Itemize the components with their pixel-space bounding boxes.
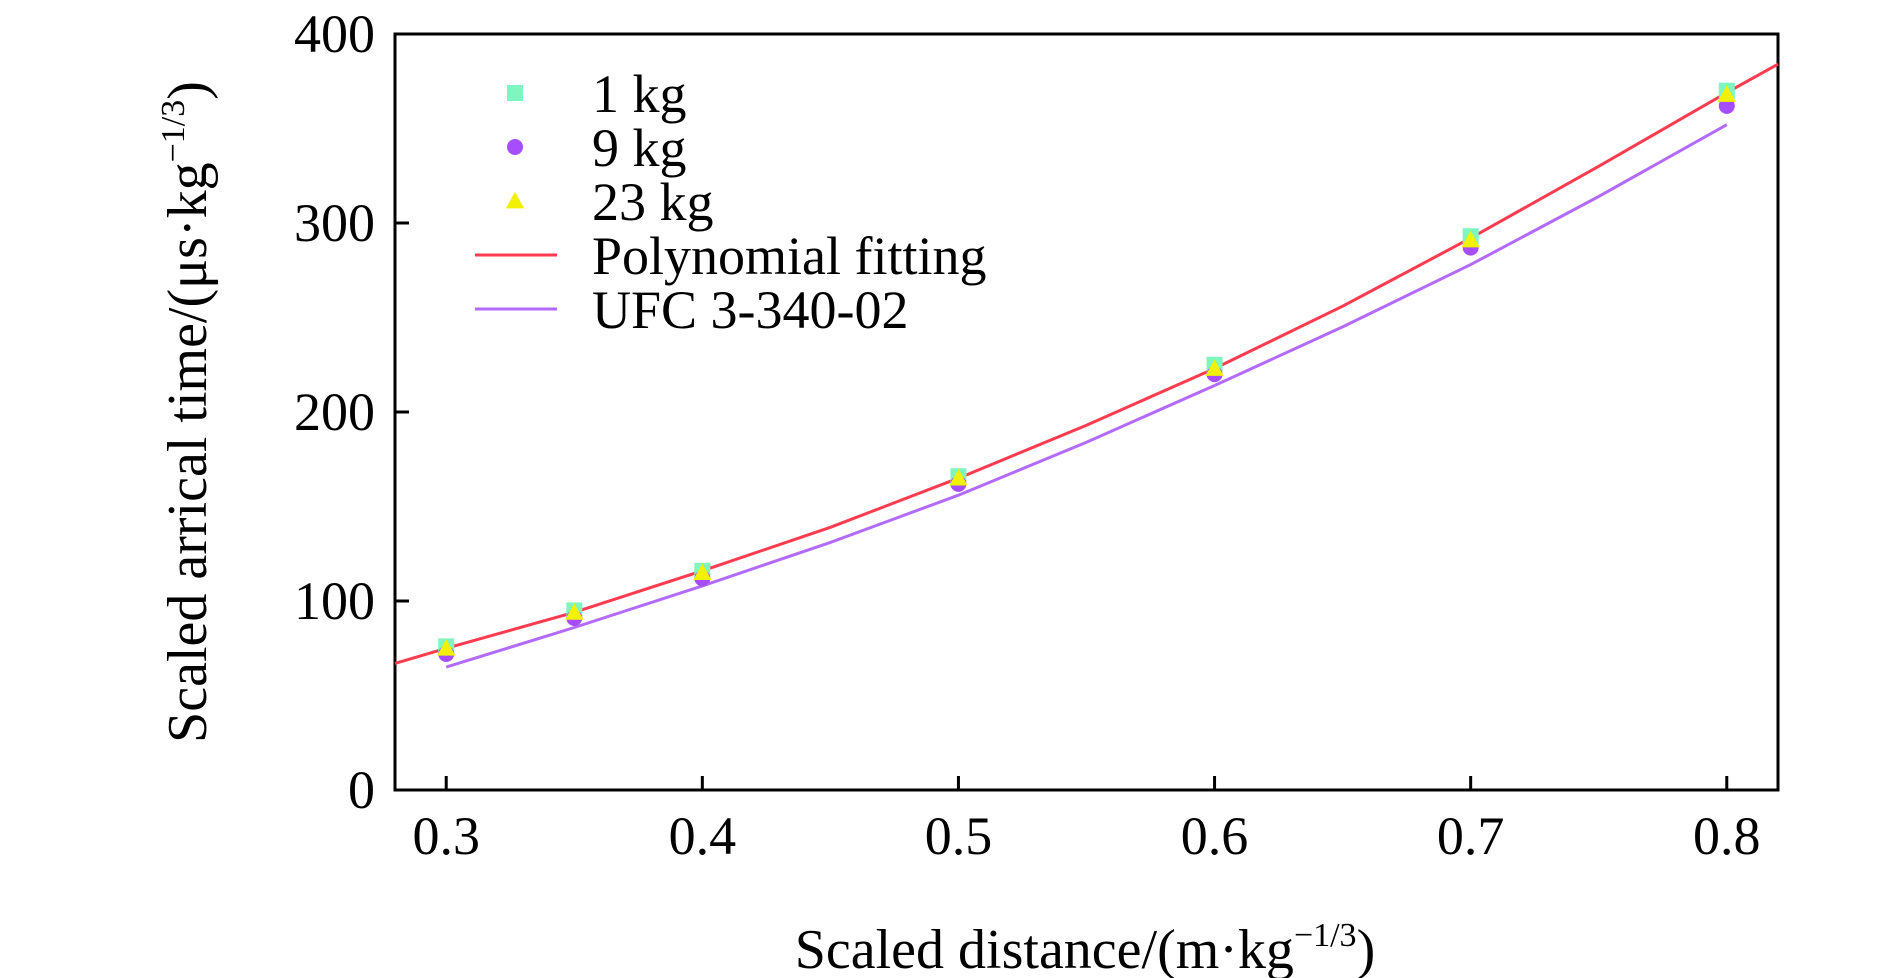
legend-label: 9 kg: [592, 118, 687, 178]
data-point-23-kg: [1717, 85, 1736, 102]
x-axis-title: Scaled distance/(m·kg−1/3): [795, 917, 1375, 978]
data-point-23-kg: [693, 563, 712, 581]
series-layer: [394, 62, 1779, 669]
y-tick-label: 100: [294, 571, 375, 631]
legend-label: 23 kg: [592, 172, 714, 232]
x-tick-label: 0.4: [669, 806, 737, 866]
data-point-23-kg: [565, 603, 584, 620]
data-point-23-kg: [1461, 230, 1480, 248]
y-tick-label: 300: [294, 193, 375, 253]
y-tick-label: 0: [348, 760, 375, 820]
x-tick-label: 0.3: [412, 806, 480, 866]
y-tick-label: 400: [294, 4, 375, 64]
y-tick-label: 200: [294, 382, 375, 442]
legend-marker-23-kg: [505, 191, 525, 209]
series-line-ufc-3-340-02: [445, 123, 1728, 669]
legend-label: UFC 3-340-02: [592, 280, 909, 340]
legend-label: Polynomial fitting: [592, 226, 987, 286]
data-point-23-kg: [949, 468, 968, 486]
tick-layer: 0.3 0.4 0.5 0.6 0.7 0.8 0 100 200 300 400: [294, 4, 1761, 866]
legend-marker-1-kg: [507, 85, 523, 101]
x-tick-label: 0.5: [925, 806, 993, 866]
data-point-23-kg: [437, 639, 456, 656]
data-point-23-kg: [1205, 359, 1224, 376]
legend-marker-9-kg: [507, 139, 523, 155]
legend-label: 1 kg: [592, 64, 687, 124]
x-tick-label: 0.8: [1693, 806, 1761, 866]
x-tick-label: 0.7: [1437, 806, 1505, 866]
y-axis-title: Scaled arrical time/(μs·kg−1/3): [155, 81, 219, 743]
x-tick-label: 0.6: [1181, 806, 1249, 866]
